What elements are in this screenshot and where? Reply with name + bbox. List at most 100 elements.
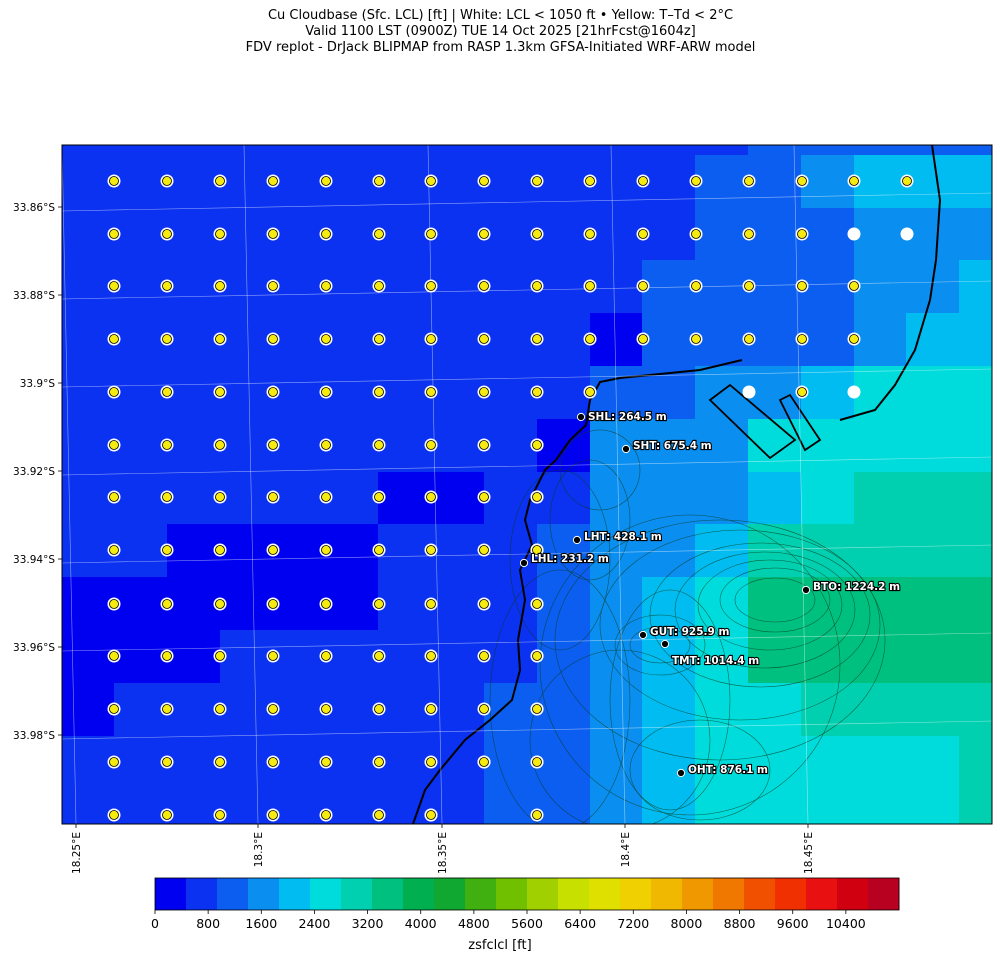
colorbar-segment: [496, 878, 528, 910]
latitude-tick-label: 33.92°S: [13, 466, 55, 478]
yellow-marker: [532, 757, 542, 767]
white-marker: [847, 227, 861, 241]
grid-cell: [537, 736, 590, 788]
grid-cell: [906, 366, 959, 419]
yellow-marker: [426, 229, 436, 239]
grid-cell: [378, 472, 431, 524]
yellow-marker: [268, 704, 278, 714]
grid-cell: [326, 524, 378, 577]
grid-cell: [431, 155, 484, 208]
colorbar: 0 800 1600 2400 3200 4000 4800 5600 6400 7200 8000…: [151, 877, 900, 931]
grid-cell: [642, 524, 695, 577]
yellow-marker: [797, 281, 807, 291]
grid-cell: [431, 577, 484, 630]
grid-cell: [62, 155, 114, 208]
yellow-marker: [479, 229, 489, 239]
grid-cell: [220, 366, 273, 419]
yellow-marker: [268, 229, 278, 239]
colorbar-segment: [465, 878, 497, 910]
grid-cell: [642, 577, 695, 630]
colorbar-tick-label: 4000: [405, 916, 437, 931]
yellow-marker: [532, 704, 542, 714]
grid-cell: [748, 366, 801, 419]
grid-cell: [748, 736, 801, 788]
yellow-marker: [162, 334, 172, 344]
grid-cell: [326, 366, 378, 419]
grid-cell: [959, 788, 992, 824]
grid-cell: [801, 472, 854, 524]
yellow-marker: [321, 599, 331, 609]
grid-cell: [537, 155, 590, 208]
longitude-line: [610, 145, 626, 824]
colorbar-segment: [589, 878, 621, 910]
grid-cell: [537, 472, 590, 524]
grid-cell: [748, 155, 801, 208]
colorbar-tick-label: 1600: [245, 916, 277, 931]
yellow-marker: [532, 229, 542, 239]
yellow-marker: [109, 599, 119, 609]
grid-cell: [378, 788, 431, 824]
station-label: LHT: 428.1 m: [584, 531, 662, 543]
yellow-marker: [532, 387, 542, 397]
colorbar-segment: [868, 878, 900, 910]
yellow-marker: [162, 492, 172, 502]
terrain-contours: [489, 429, 886, 824]
grid-cell: [748, 145, 801, 155]
grid-cell: [959, 366, 992, 419]
grid-cell: [537, 630, 590, 683]
yellow-marker: [215, 492, 225, 502]
yellow-marker: [374, 387, 384, 397]
grid-cell: [167, 366, 220, 419]
yellow-marker: [374, 810, 384, 820]
yellow-marker: [109, 387, 119, 397]
grid-cell: [62, 419, 114, 472]
yellow-marker: [374, 281, 384, 291]
grid-cell: [114, 472, 167, 524]
yellow-marker: [162, 599, 172, 609]
longitude-tick-label: 18.45°E: [803, 832, 815, 874]
map-axes: 33.86°S 33.88°S 33.9°S 33.92°S 33.94°S 33.96°…: [13, 202, 815, 874]
yellow-marker: [162, 229, 172, 239]
colorbar-segment: [682, 878, 714, 910]
yellow-marker: [215, 387, 225, 397]
colorbar-tick-label: 7200: [617, 916, 649, 931]
grid-cell: [748, 313, 801, 366]
yellow-marker: [479, 757, 489, 767]
grid-cell: [484, 366, 537, 419]
grid-cell: [484, 155, 537, 208]
station-dot: [801, 585, 811, 595]
grid-cell: [167, 260, 220, 313]
colorbar-segment: [372, 878, 404, 910]
yellow-marker: [479, 387, 489, 397]
grid-cell: [484, 472, 537, 524]
grid-cell: [326, 472, 378, 524]
grid-cell: [114, 208, 167, 260]
yellow-marker: [691, 281, 701, 291]
grid-cell: [590, 788, 642, 824]
yellow-marker: [268, 281, 278, 291]
grid-cell: [220, 208, 273, 260]
grid-cell: [62, 260, 114, 313]
grid-cell: [167, 472, 220, 524]
station-dot: [621, 444, 631, 454]
yellow-marker: [532, 176, 542, 186]
yellow-marker: [797, 387, 807, 397]
grid-cell: [62, 788, 114, 824]
colorbar-tick-label: 8000: [671, 916, 703, 931]
grid-cell: [484, 145, 537, 155]
yellow-marker: [215, 229, 225, 239]
station-label: BTO: 1224.2 m: [813, 581, 900, 593]
grid-cell: [326, 577, 378, 630]
yellow-marker: [374, 229, 384, 239]
grid-cell: [959, 736, 992, 788]
grid-cell: [801, 683, 854, 736]
grid-cell: [167, 630, 220, 683]
grid-cell: [854, 260, 906, 313]
grid-cell: [114, 419, 167, 472]
yellow-marker: [691, 334, 701, 344]
station-dot: [572, 535, 582, 545]
grid-cell: [378, 366, 431, 419]
longitude-line: [243, 145, 259, 824]
grid-cell: [326, 313, 378, 366]
